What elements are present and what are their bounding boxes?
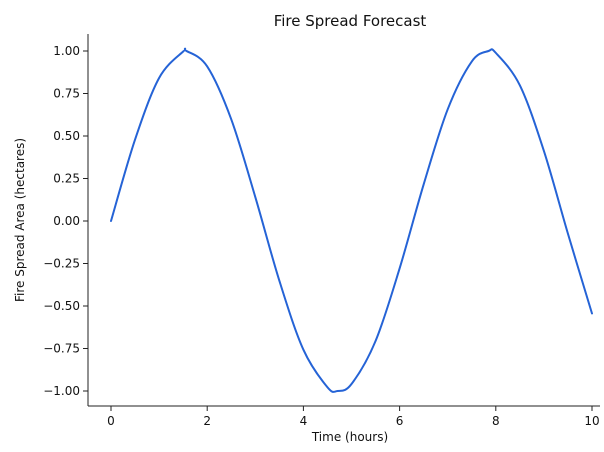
y-tick-label: 0.00 — [53, 214, 80, 228]
chart-title: Fire Spread Forecast — [274, 12, 427, 30]
y-tick-label: −0.25 — [43, 257, 80, 271]
x-tick-label: 0 — [107, 414, 115, 428]
y-tick-label: −0.50 — [43, 299, 80, 313]
y-axis: 1.00 0.75 0.50 0.25 0.00 −0.25 −0.50 −0.75 −1.00 — [43, 34, 89, 406]
series-line — [110, 47, 593, 393]
x-tick-label: 2 — [203, 414, 211, 428]
x-axis-label: Time (hours) — [311, 430, 388, 444]
x-tick-label: 10 — [584, 414, 599, 428]
y-tick-label: −0.75 — [43, 342, 80, 356]
y-tick-label: 0.75 — [53, 87, 80, 101]
y-tick-label: 0.25 — [53, 172, 80, 186]
x-tick-label: 8 — [492, 414, 500, 428]
series-layer — [110, 47, 593, 393]
x-tick-label: 6 — [396, 414, 404, 428]
x-axis: 0 2 4 6 8 10 — [88, 405, 600, 428]
x-tick-label: 4 — [300, 414, 308, 428]
y-axis-label: Fire Spread Area (hectares) — [13, 138, 27, 302]
y-tick-label: 1.00 — [53, 44, 80, 58]
y-tick-label: −1.00 — [43, 384, 80, 398]
y-tick-label: 0.50 — [53, 129, 80, 143]
